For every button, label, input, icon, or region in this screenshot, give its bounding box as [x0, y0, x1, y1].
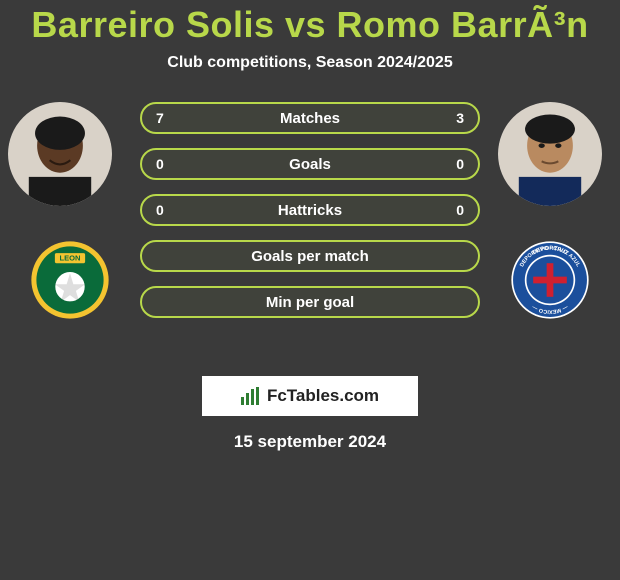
stat-right-value: 0	[456, 202, 464, 218]
stat-left-value: 0	[156, 156, 164, 172]
page-subtitle: Club competitions, Season 2024/2025	[0, 54, 620, 72]
chart-icon	[241, 387, 261, 405]
stat-right-value: 3	[456, 110, 464, 126]
page-title: Barreiro Solis vs Romo BarrÃ³n	[0, 4, 620, 46]
club-left-badge: LEON	[28, 238, 112, 322]
stat-label: Goals	[289, 156, 331, 173]
stat-row: 0 Goals 0	[140, 148, 480, 180]
stat-row: 7 Matches 3	[140, 102, 480, 134]
svg-text:LEON: LEON	[60, 254, 81, 263]
date-text: 15 september 2024	[0, 432, 620, 452]
club-right-badge: DEPORTIVO DEPORTIVO • CRUZ AZUL — MEXICO…	[508, 238, 592, 322]
stats-list: 7 Matches 3 0 Goals 0 0 Hattricks 0 Goal…	[140, 102, 480, 318]
stat-label: Goals per match	[251, 248, 369, 265]
comparison-card: Barreiro Solis vs Romo BarrÃ³n Club comp…	[0, 0, 620, 452]
stat-label: Hattricks	[278, 202, 342, 219]
stat-label: Min per goal	[266, 294, 354, 311]
stat-row: Goals per match	[140, 240, 480, 272]
stat-label: Matches	[280, 110, 340, 127]
player-right-avatar	[498, 102, 602, 206]
stat-right-value: 0	[456, 156, 464, 172]
stat-row: Min per goal	[140, 286, 480, 318]
branding-box: FcTables.com	[202, 376, 418, 416]
branding-text: FcTables.com	[267, 386, 379, 406]
stat-left-value: 7	[156, 110, 164, 126]
player-left-avatar	[8, 102, 112, 206]
main-area: LEON DEPORTIVO	[0, 102, 620, 362]
stat-left-value: 0	[156, 202, 164, 218]
stat-row: 0 Hattricks 0	[140, 194, 480, 226]
